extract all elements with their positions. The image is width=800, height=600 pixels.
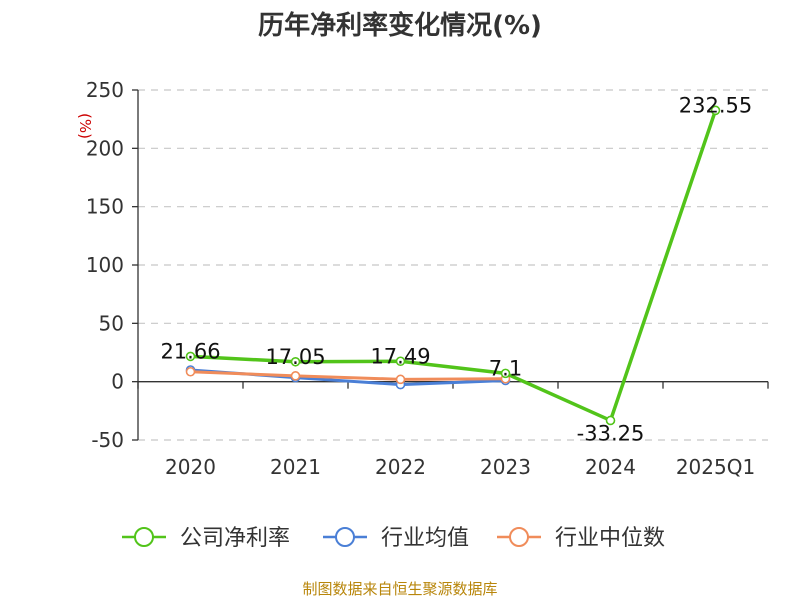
legend-label: 行业中位数 bbox=[555, 526, 665, 551]
source-note: 制图数据来自恒生聚源数据库 bbox=[302, 580, 497, 598]
x-tick-label-2023: 2023 bbox=[480, 455, 531, 479]
legend-item-0[interactable]: 公司净利率 bbox=[122, 526, 290, 551]
x-tick-label-2024: 2024 bbox=[585, 455, 636, 479]
chart-title: 历年净利率变化情况(%) bbox=[258, 10, 542, 41]
y-tick-label: 100 bbox=[86, 253, 124, 277]
data-point[interactable] bbox=[395, 374, 406, 385]
y-tick-label: -50 bbox=[91, 428, 124, 452]
y-tick-label: 250 bbox=[86, 78, 124, 102]
x-tick-label-2022: 2022 bbox=[375, 455, 426, 479]
data-point[interactable] bbox=[185, 366, 196, 377]
legend-marker bbox=[134, 527, 154, 547]
legend-marker bbox=[509, 527, 529, 547]
legend-item-2[interactable]: 行业中位数 bbox=[497, 526, 665, 551]
x-tick-label-2025Q1: 2025Q1 bbox=[676, 455, 755, 479]
series-line-0 bbox=[190, 109, 718, 423]
legend-marker bbox=[335, 527, 355, 547]
data-point[interactable] bbox=[395, 356, 406, 367]
y-tick-label: 50 bbox=[99, 311, 124, 335]
series-line-2 bbox=[190, 370, 506, 381]
grid-lines bbox=[138, 89, 768, 441]
data-labels: 21.66 17.05 17.49 7.1 -33.25 232.55 bbox=[160, 93, 752, 445]
data-label: 7.1 bbox=[489, 356, 522, 380]
data-point[interactable] bbox=[605, 415, 616, 426]
y-axis-label: (%) bbox=[76, 113, 94, 139]
data-label: 21.66 bbox=[160, 339, 220, 363]
y-tick-label: 200 bbox=[86, 136, 124, 160]
x-tick-label-2020: 2020 bbox=[165, 455, 216, 479]
data-point[interactable] bbox=[290, 371, 301, 381]
data-label: 17.05 bbox=[265, 345, 325, 369]
legend-label: 行业均值 bbox=[381, 526, 469, 551]
legend[interactable]: 公司净利率 行业均值 行业中位数 bbox=[122, 526, 665, 551]
legend-label: 公司净利率 bbox=[180, 526, 290, 551]
data-point[interactable] bbox=[185, 351, 196, 362]
data-point[interactable] bbox=[710, 105, 721, 116]
data-point[interactable] bbox=[290, 356, 301, 367]
y-tick-label: 150 bbox=[86, 195, 124, 219]
data-label: -33.25 bbox=[577, 421, 645, 445]
legend-item-1[interactable]: 行业均值 bbox=[323, 526, 469, 551]
series-group bbox=[185, 105, 721, 426]
y-tick-labels: -50 0 50 100 150 200 250 bbox=[86, 78, 124, 452]
x-tick-label-2021: 2021 bbox=[270, 455, 321, 479]
data-point[interactable] bbox=[500, 368, 511, 379]
y-tick-label: 0 bbox=[111, 370, 124, 394]
x-tick-labels: 2020 2021 2022 2023 2024 2025Q1 bbox=[165, 455, 755, 479]
data-label: 232.55 bbox=[679, 93, 752, 117]
data-label: 17.49 bbox=[370, 344, 430, 368]
